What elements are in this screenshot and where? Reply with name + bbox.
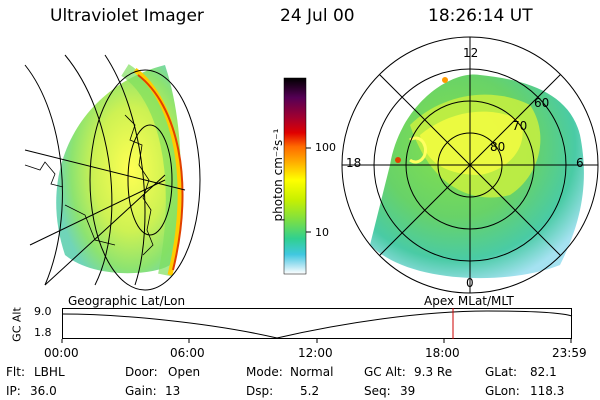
mlt-label-12: 12	[463, 46, 479, 60]
mlt-label-18: 18	[346, 156, 362, 170]
status-dsp-key: Dsp:	[246, 384, 274, 398]
status-glon-key: GLon:	[485, 384, 520, 398]
status-glat-key: GLat:	[485, 365, 518, 379]
colorbar-label: photon cm⁻²s⁻¹	[271, 128, 285, 222]
lat-label-80: 80	[490, 140, 506, 154]
status-gain-key: Gain:	[125, 384, 157, 398]
time-tick-1200: 12:00	[298, 346, 333, 360]
left-panel-caption: Geographic Lat/Lon	[68, 294, 186, 308]
polar-plot	[341, 36, 599, 294]
geographic-image	[24, 54, 201, 291]
status-gcalt-key: GC Alt:	[364, 365, 406, 379]
mlt-label-0: 0	[466, 276, 474, 290]
status-flt-key: Flt:	[6, 365, 25, 379]
status-gcalt-val: 9.3 Re	[414, 365, 453, 379]
status-seq-key: Seq:	[364, 384, 391, 398]
status-door-val: Open	[168, 365, 201, 379]
status-mode-val: Normal	[290, 365, 334, 379]
colorbar-tick-100: 100	[315, 141, 336, 154]
status-glon-val: 118.3	[530, 384, 565, 398]
status-mode-key: Mode:	[246, 365, 283, 379]
time-tick-0000: 00:00	[44, 346, 79, 360]
time-tick-1800: 18:00	[425, 346, 460, 360]
altitude-plot	[61, 308, 573, 343]
status-seq-val: 39	[400, 384, 416, 398]
status-glat-val: 82.1	[530, 365, 557, 379]
right-panel-caption: Apex MLat/MLT	[424, 294, 514, 308]
mlt-label-6: 6	[576, 156, 584, 170]
alt-y-top: 9.0	[34, 305, 52, 318]
colorbar-tick-10: 10	[315, 226, 329, 239]
status-door-key: Door:	[125, 365, 158, 379]
colorbar	[283, 77, 311, 275]
time-tick-2359: 23:59	[552, 346, 587, 360]
status-ip-key: IP:	[6, 384, 21, 398]
status-flt-val: LBHL	[34, 365, 65, 379]
status-dsp-val: 5.2	[300, 384, 320, 398]
date-label: 24 Jul 00	[280, 6, 355, 26]
lat-label-70: 70	[512, 119, 528, 133]
status-ip-val: 36.0	[30, 384, 57, 398]
time-label: 18:26:14 UT	[428, 6, 533, 26]
status-gain-val: 13	[165, 384, 181, 398]
lat-label-60: 60	[534, 96, 550, 110]
alt-y-bottom: 1.8	[34, 326, 52, 339]
alt-ylabel: GC Alt	[10, 307, 24, 342]
time-tick-0600: 06:00	[170, 346, 205, 360]
instrument-title: Ultraviolet Imager	[50, 6, 204, 26]
